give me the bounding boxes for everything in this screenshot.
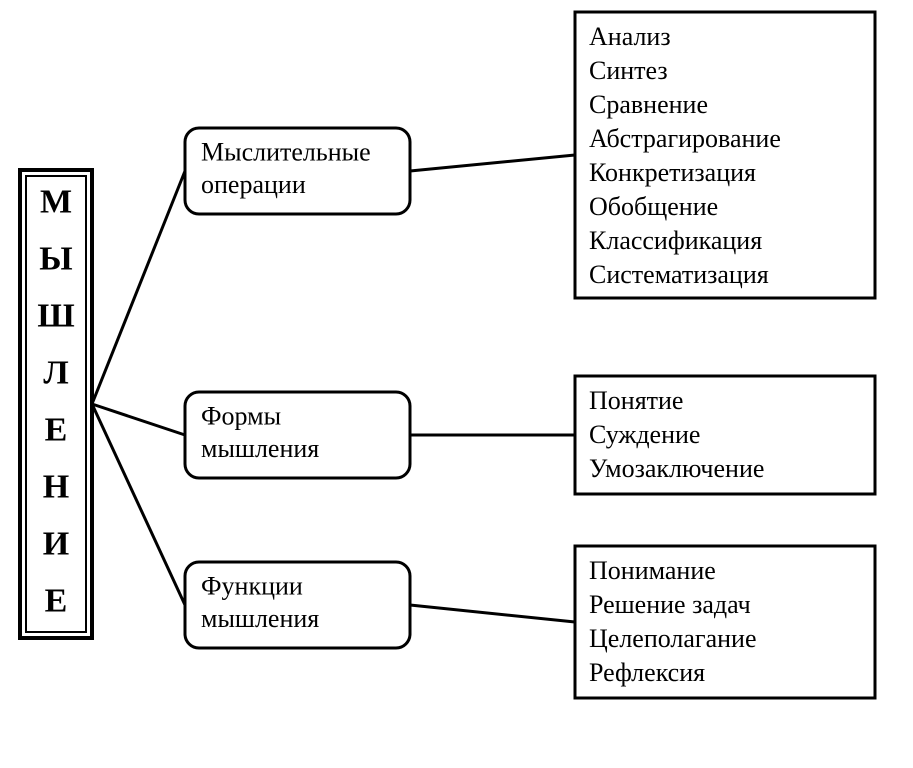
items-forms: Понятие Суждение Умозаключение <box>575 376 875 494</box>
category-operations: Мыслительные операции <box>185 128 410 214</box>
list-item: Суждение <box>589 420 700 449</box>
root-letter: М <box>40 183 72 220</box>
items-functions: Понимание Решение задач Целеполагание Рефле… <box>575 546 875 698</box>
list-item: Понимание <box>589 556 716 585</box>
list-item: Умозаключение <box>589 454 764 483</box>
category-label: мышления <box>201 604 319 633</box>
thinking-diagram: МЫШЛЕНИЕМыслительныеоперацииАнализСинтез… <box>0 0 913 768</box>
list-item: Целеполагание <box>589 624 757 653</box>
root-letter: Е <box>45 411 68 448</box>
list-item: Классификация <box>589 226 762 255</box>
root-node: МЫШЛЕНИЕ <box>20 170 92 638</box>
root-letter: Ш <box>37 297 74 334</box>
category-functions: Функции мышления <box>185 562 410 648</box>
root-letter: Ы <box>39 240 72 277</box>
list-item: Решение задач <box>589 590 751 619</box>
list-item: Понятие <box>589 386 683 415</box>
list-item: Рефлексия <box>589 658 705 687</box>
root-letter: Л <box>43 354 68 391</box>
list-item: Сравнение <box>589 90 708 119</box>
category-forms: Формы мышления <box>185 392 410 478</box>
root-letter: Н <box>43 468 69 505</box>
list-item: Обобщение <box>589 192 718 221</box>
list-item: Синтез <box>589 56 668 85</box>
list-item: Анализ <box>589 22 671 51</box>
root-letter: Е <box>45 582 68 619</box>
category-label: Формы <box>201 402 281 431</box>
list-item: Конкретизация <box>589 158 756 187</box>
items-operations: Анализ Синтез Сравнение Абстрагирование Конк… <box>575 12 875 298</box>
list-item: Абстрагирование <box>589 124 781 153</box>
category-label: Мыслительные <box>201 138 371 167</box>
category-label: мышления <box>201 434 319 463</box>
root-letter: И <box>43 525 69 562</box>
category-label: операции <box>201 170 306 199</box>
list-item: Систематизация <box>589 260 769 289</box>
category-label: Функции <box>201 572 303 601</box>
